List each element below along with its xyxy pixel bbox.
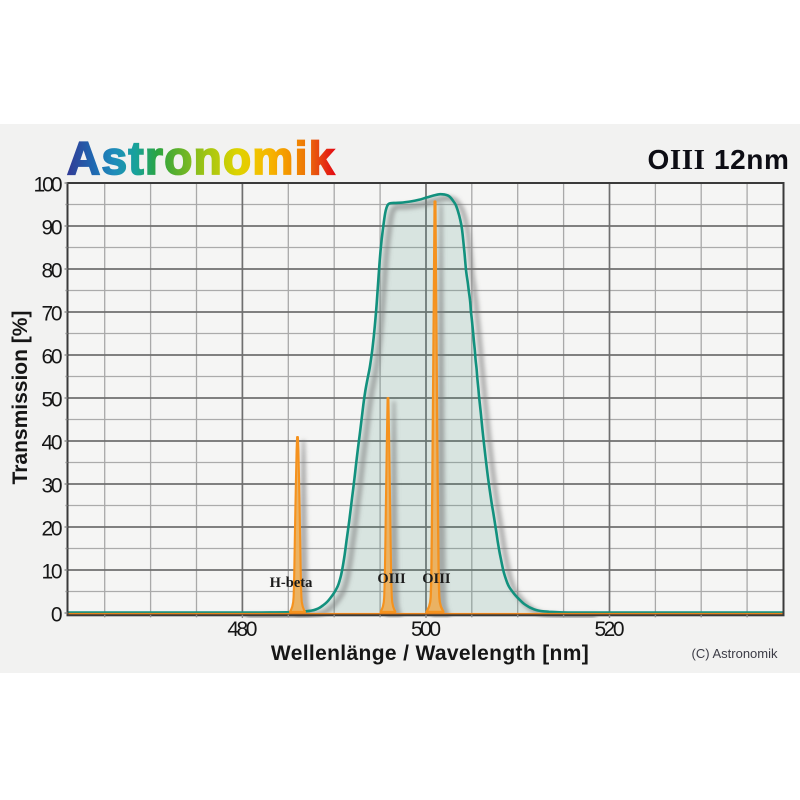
svg-text:20: 20 (42, 518, 63, 541)
svg-text:500: 500 (411, 618, 441, 641)
svg-text:Wellenlänge / Wavelength [nm]: Wellenlänge / Wavelength [nm] (271, 642, 589, 665)
svg-text:70: 70 (42, 303, 63, 326)
svg-text:Transmission [%]: Transmission [%] (9, 311, 32, 485)
svg-text:80: 80 (42, 260, 63, 283)
svg-text:60: 60 (42, 346, 63, 369)
svg-text:0: 0 (51, 604, 63, 627)
svg-text:50: 50 (42, 389, 63, 412)
svg-text:H-beta: H-beta (270, 575, 313, 591)
svg-text:520: 520 (595, 618, 625, 641)
svg-text:30: 30 (42, 475, 63, 498)
svg-text:Astronomik: Astronomik (67, 132, 336, 184)
svg-text:OIII: OIII (422, 571, 451, 587)
svg-text:OIII: OIII (377, 571, 406, 587)
svg-text:100: 100 (34, 174, 63, 197)
svg-text:(C) Astronomik: (C) Astronomik (692, 646, 778, 661)
svg-text:480: 480 (227, 618, 257, 641)
svg-text:90: 90 (42, 217, 63, 240)
svg-text:40: 40 (42, 432, 63, 455)
svg-text:OIII 12nm: OIII 12nm (648, 144, 790, 176)
svg-text:10: 10 (42, 561, 63, 584)
